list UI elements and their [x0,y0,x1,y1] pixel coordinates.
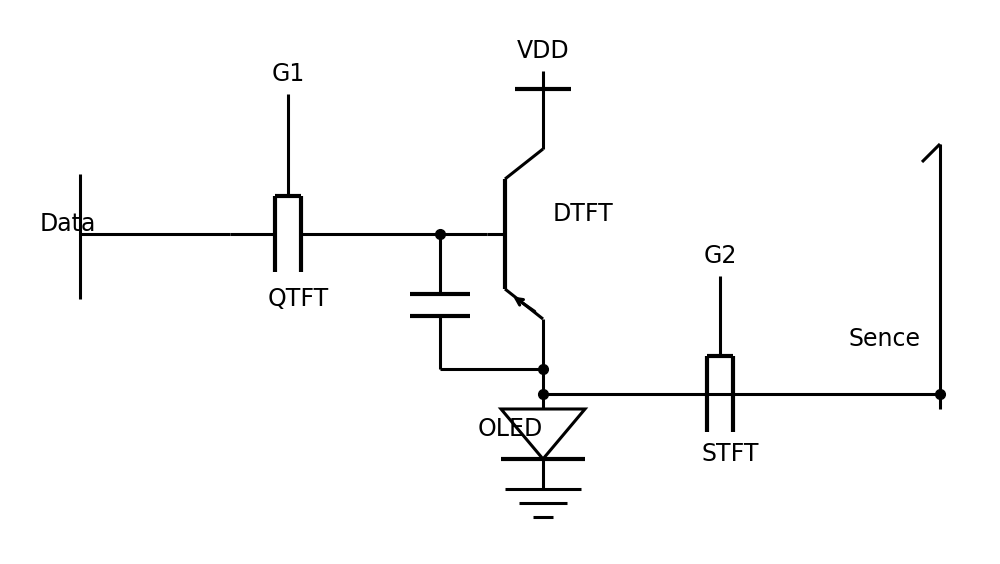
Text: VDD: VDD [517,39,569,63]
Text: QTFT: QTFT [267,287,329,311]
Text: STFT: STFT [701,442,759,466]
Text: G1: G1 [271,62,305,86]
Text: DTFT: DTFT [553,202,614,226]
Text: OLED: OLED [478,417,543,441]
Text: Data: Data [40,212,96,236]
Text: G2: G2 [703,244,737,268]
Text: Sence: Sence [848,327,920,351]
